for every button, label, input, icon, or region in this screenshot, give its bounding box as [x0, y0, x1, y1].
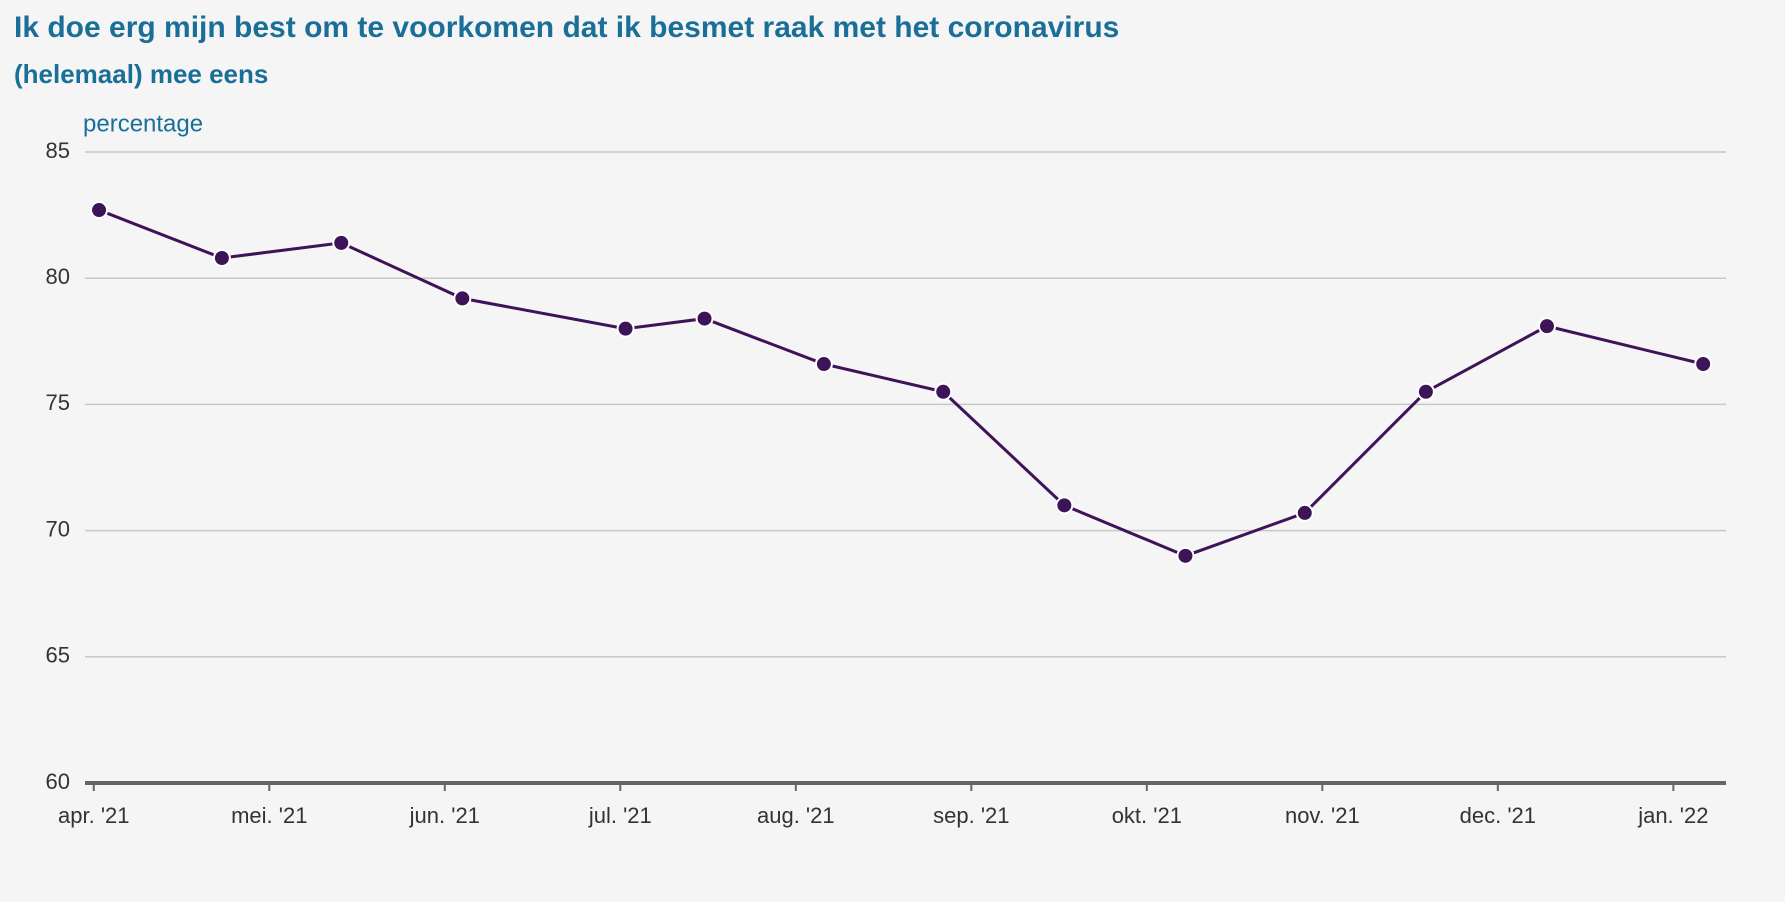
- point: [1537, 317, 1556, 336]
- y-tick-label: 80: [46, 264, 70, 289]
- point: [695, 309, 714, 328]
- line: [98, 208, 1704, 558]
- point: [1416, 382, 1435, 401]
- x-tick-label: jul. '21: [588, 803, 652, 828]
- y-tick-label: 70: [46, 516, 70, 541]
- x-tick-label: mei. '21: [231, 803, 307, 828]
- chart-subtitle: (helemaal) mee eens: [14, 59, 268, 89]
- point: [453, 289, 472, 308]
- point: [1295, 503, 1314, 522]
- point: [616, 319, 635, 338]
- point: [934, 382, 953, 401]
- chart-title: Ik doe erg mijn best om te voorkomen dat…: [14, 11, 1119, 44]
- y-axis-label: percentage: [83, 110, 203, 137]
- x-tick-label: okt. '21: [1112, 803, 1182, 828]
- x-tick-label: apr. '21: [58, 803, 129, 828]
- x-tick-label: jun. '21: [409, 803, 480, 828]
- point: [1055, 496, 1074, 515]
- x-tick-label: aug. '21: [757, 803, 835, 828]
- y-tick-label: 65: [46, 643, 70, 668]
- point: [332, 233, 351, 252]
- y-tick-label: 60: [46, 769, 70, 794]
- x-tick-label: dec. '21: [1460, 803, 1536, 828]
- point: [212, 249, 231, 268]
- point: [1694, 355, 1713, 374]
- x-tick-label: nov. '21: [1285, 803, 1360, 828]
- x-tick-label: jan. '22: [1637, 803, 1708, 828]
- point: [1176, 546, 1195, 565]
- x-tick-label: sep. '21: [933, 803, 1009, 828]
- y-tick-label: 85: [46, 138, 70, 163]
- point: [90, 201, 109, 220]
- y-tick-label: 75: [46, 390, 70, 415]
- point: [814, 355, 833, 374]
